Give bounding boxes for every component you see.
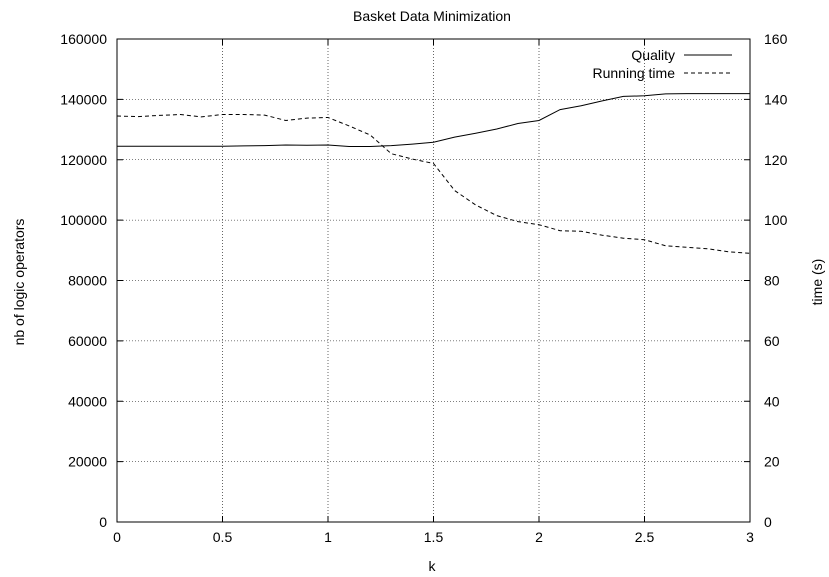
y-tick-label: 0	[99, 514, 107, 530]
y2-tick-label: 80	[764, 273, 780, 289]
y-tick-label: 80000	[68, 273, 107, 289]
x-tick-label: 0	[113, 529, 121, 545]
x-tick-label: 2	[535, 529, 543, 545]
y-tick-label: 140000	[60, 91, 107, 107]
y2-tick-label: 140	[764, 91, 788, 107]
y-axis-title: nb of logic operators	[11, 219, 27, 346]
legend-label: Quality	[631, 47, 675, 63]
grid	[117, 39, 750, 522]
y-tick-label: 40000	[68, 393, 107, 409]
y2-tick-label: 40	[764, 393, 780, 409]
x-tick-label: 1.5	[424, 529, 444, 545]
y-tick-label: 160000	[60, 31, 107, 47]
plot-frame	[116, 38, 751, 523]
legend-label: Running time	[593, 65, 676, 81]
x-tick-label: 2.5	[635, 529, 655, 545]
y2-tick-label: 100	[764, 212, 788, 228]
y2-tick-label: 160	[764, 31, 788, 47]
y-tick-label: 60000	[68, 333, 107, 349]
y2-tick-label: 0	[764, 514, 772, 530]
y-tick-label: 100000	[60, 212, 107, 228]
legend: Quality Running time	[593, 47, 732, 81]
y2-axis-title: time (s)	[809, 259, 825, 306]
y-tick-label: 120000	[60, 152, 107, 168]
x-axis-title: k	[429, 558, 437, 574]
ticks: 0 0.5 1 1.5 2 2.5 3020000400006000080000100000…	[60, 31, 787, 545]
y-tick-label: 20000	[68, 454, 107, 470]
series	[116, 93, 751, 254]
y2-tick-label: 20	[764, 454, 780, 470]
series-line-running-time	[116, 113, 751, 254]
x-tick-label: 1	[324, 529, 332, 545]
x-tick-label: 3	[746, 529, 754, 545]
x-tick-label: 0.5	[213, 529, 233, 545]
y2-tick-label: 60	[764, 333, 780, 349]
chart-title: Basket Data Minimization	[353, 8, 511, 24]
series-line-quality	[117, 93, 750, 147]
y2-tick-label: 120	[764, 152, 788, 168]
